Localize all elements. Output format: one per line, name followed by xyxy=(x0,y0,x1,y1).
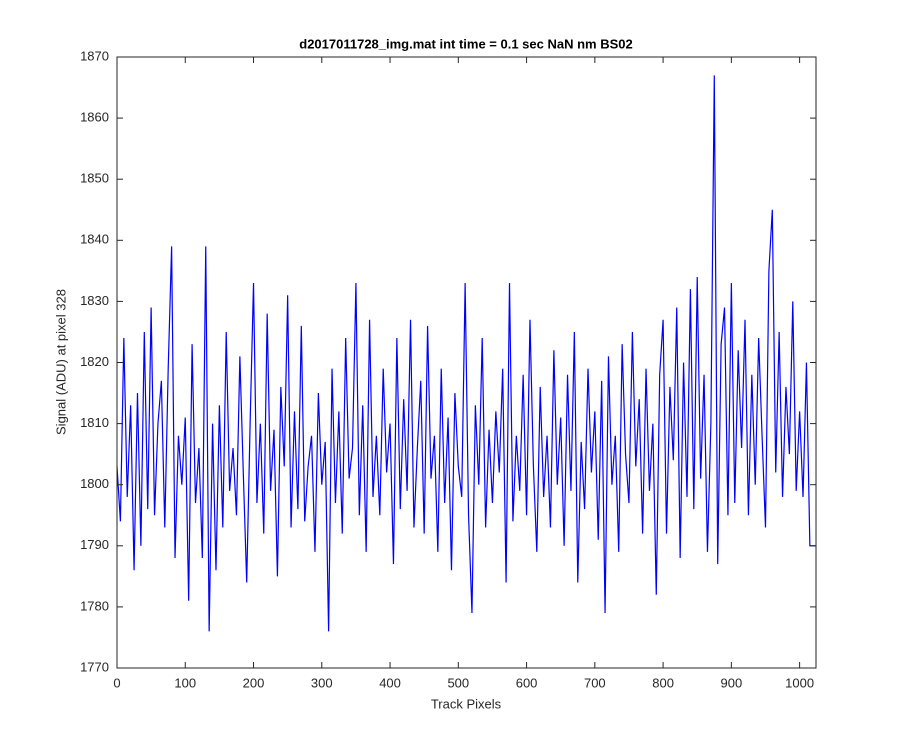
y-tick-label: 1870 xyxy=(80,48,109,63)
data-line xyxy=(116,75,816,632)
x-tick-label: 100 xyxy=(174,675,196,690)
y-tick-label: 1830 xyxy=(80,293,109,308)
x-tick-label: 500 xyxy=(447,675,469,690)
y-tick-label: 1820 xyxy=(80,354,109,369)
y-tick-label: 1850 xyxy=(80,171,109,186)
y-tick-label: 1800 xyxy=(80,476,109,491)
x-tick-label: 200 xyxy=(243,675,265,690)
y-tick-label: 1810 xyxy=(80,415,109,430)
x-tick-label: 700 xyxy=(584,675,606,690)
x-tick-label: 300 xyxy=(311,675,333,690)
x-tick-label: 0 xyxy=(113,675,120,690)
x-tick-label: 900 xyxy=(721,675,743,690)
x-tick-label: 1000 xyxy=(785,675,814,690)
x-tick-label: 600 xyxy=(516,675,538,690)
chart-title: d2017011728_img.mat int time = 0.1 sec N… xyxy=(299,36,632,51)
y-tick-label: 1860 xyxy=(80,110,109,125)
y-tick-label: 1840 xyxy=(80,232,109,247)
y-axis-label: Signal (ADU) at pixel 328 xyxy=(53,289,68,435)
x-tick-label: 800 xyxy=(652,675,674,690)
y-tick-label: 1770 xyxy=(80,659,109,674)
y-tick-label: 1790 xyxy=(80,537,109,552)
x-tick-label: 400 xyxy=(379,675,401,690)
x-axis-label: Track Pixels xyxy=(431,696,502,711)
y-tick-label: 1780 xyxy=(80,598,109,613)
